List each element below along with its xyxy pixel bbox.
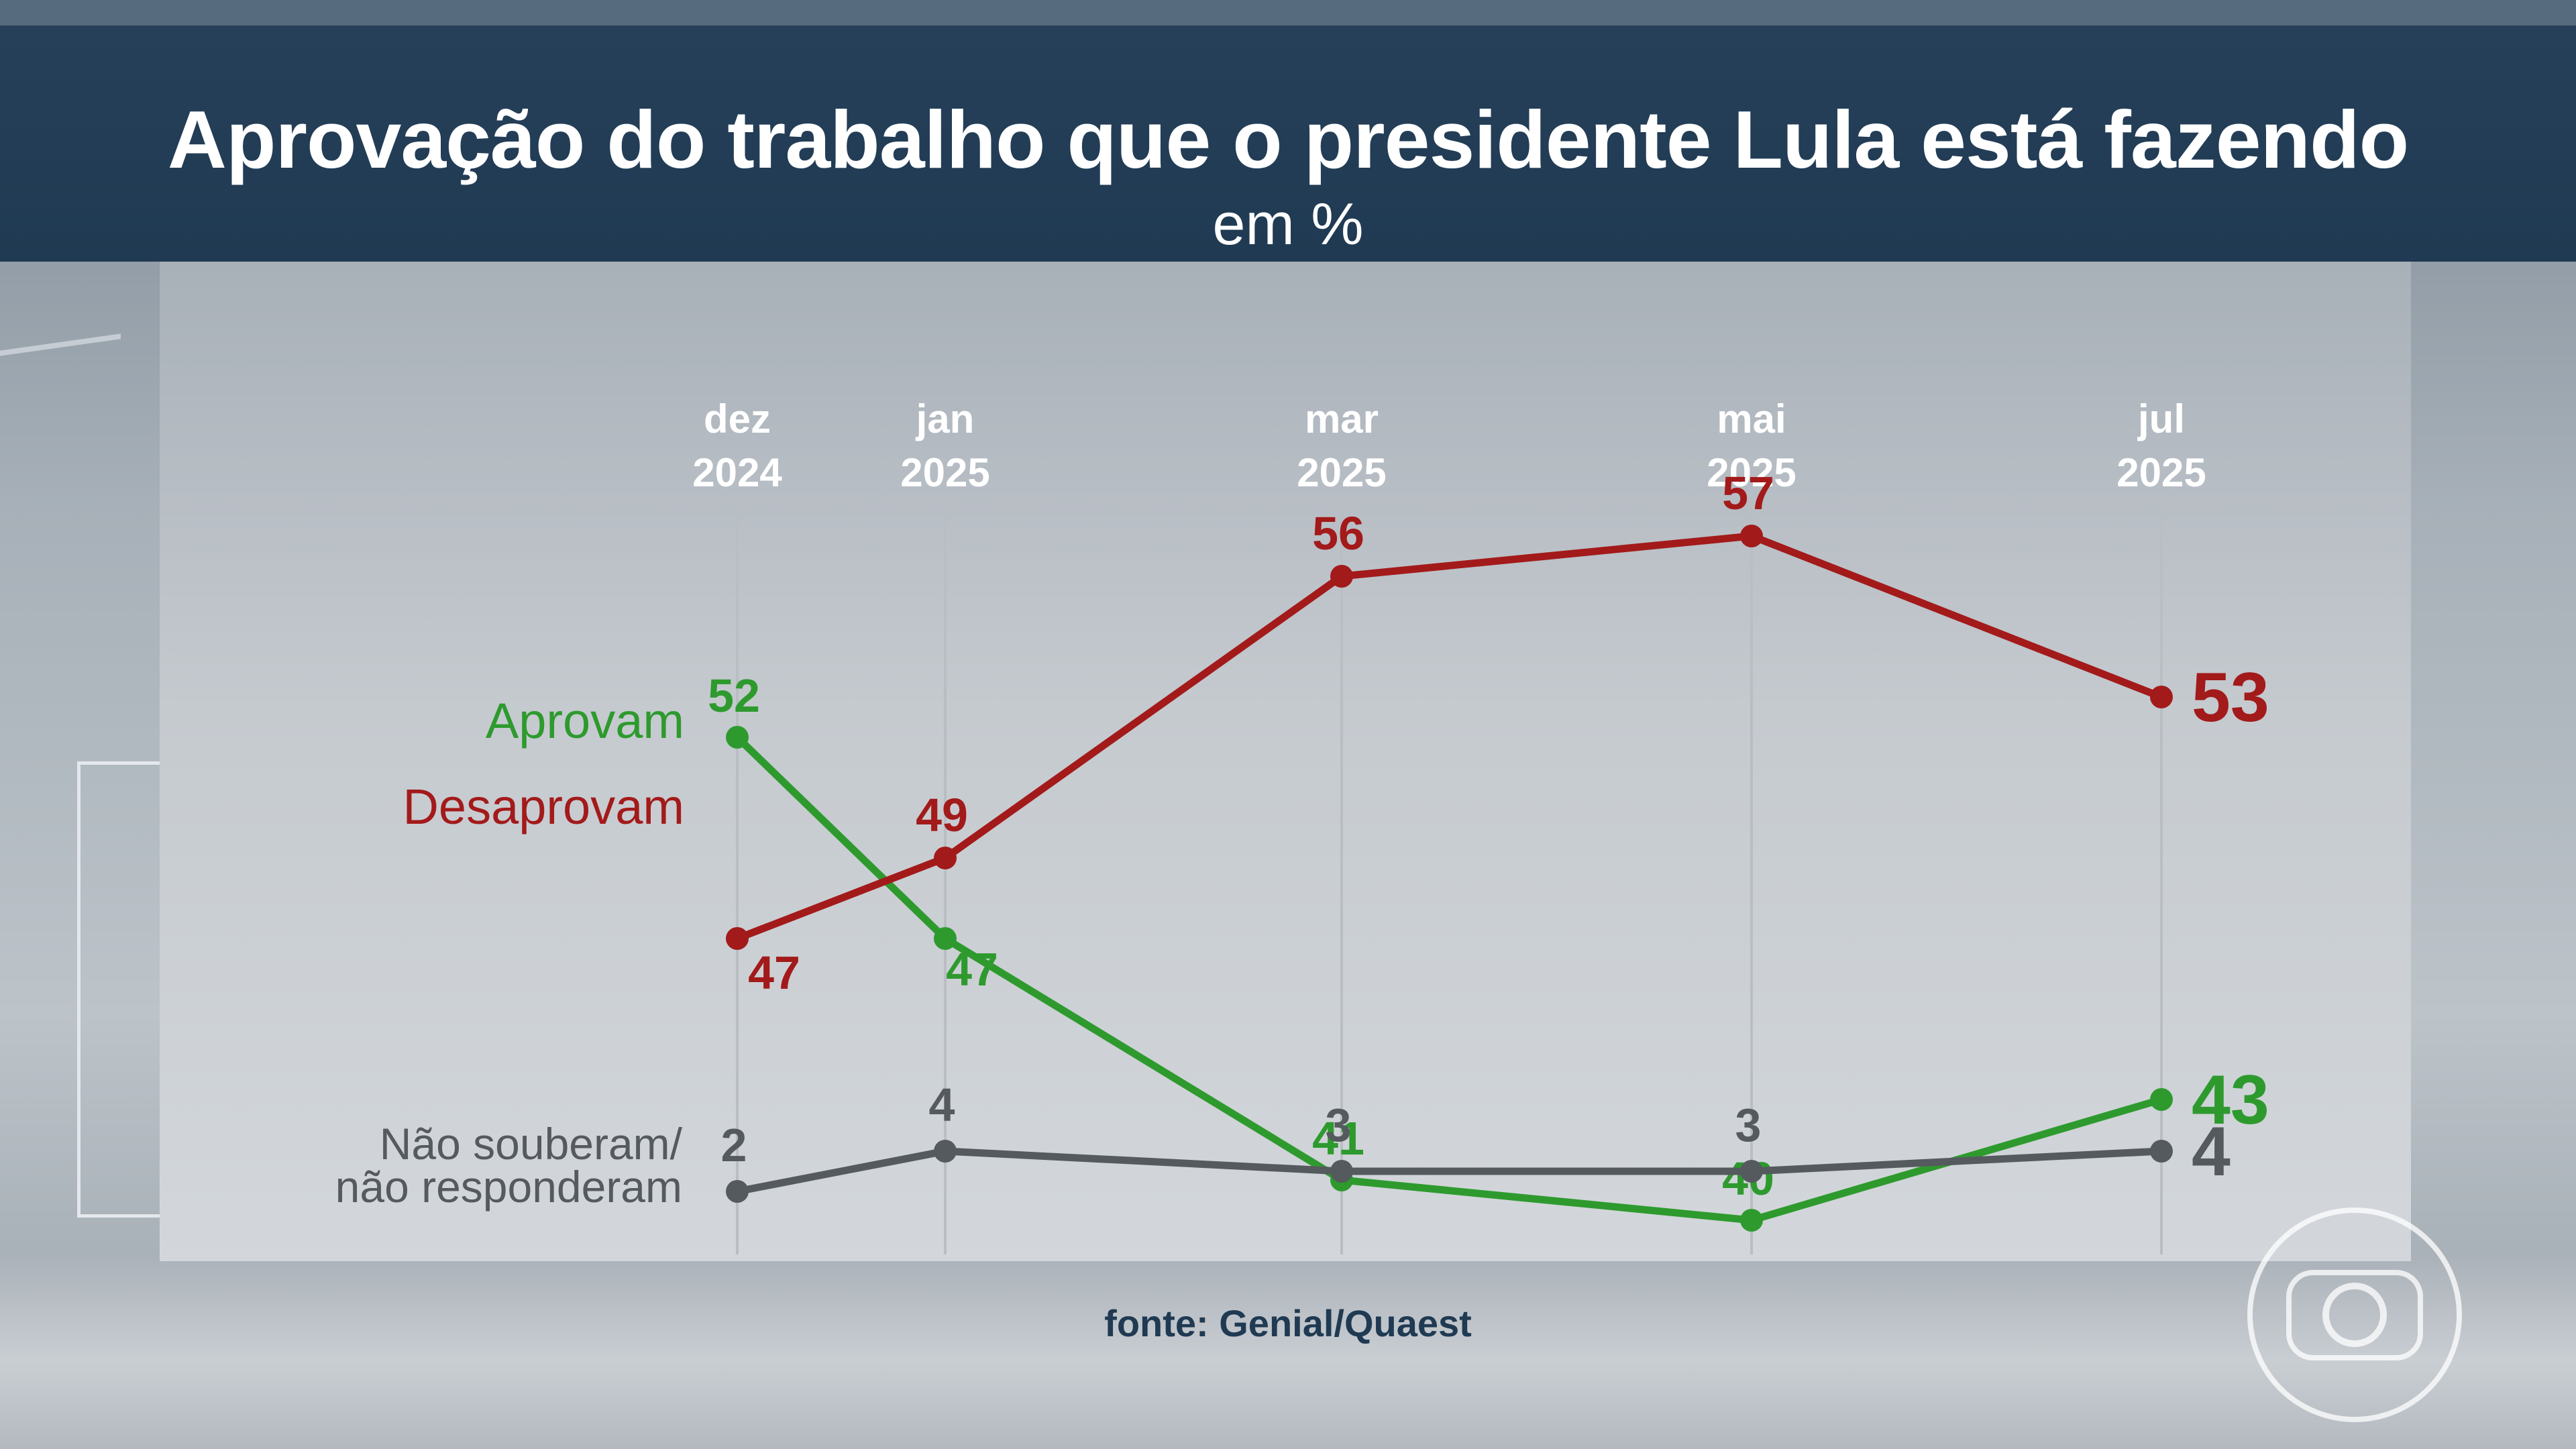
data-point-approve <box>934 927 957 950</box>
data-point-approve <box>2150 1088 2173 1111</box>
data-label-disapprove: 49 <box>916 789 968 841</box>
chart-title: Aprovação do trabalho que o presidente L… <box>167 94 2409 185</box>
series-line-disapprove <box>733 532 2165 943</box>
data-point-disapprove <box>934 847 957 869</box>
data-label-unknown: 3 <box>1326 1099 1352 1151</box>
chart-panel <box>160 262 2411 1261</box>
data-label-unknown: 4 <box>929 1079 955 1131</box>
logo-eye-shape <box>2322 1283 2387 1347</box>
series-label-unknown: Não souberam/não responderam <box>335 1119 683 1212</box>
series-label-disapprove: Desaprovam <box>402 779 684 835</box>
globo-logo-icon <box>2247 1208 2462 1422</box>
x-tick-label: dez 2024 <box>692 396 782 495</box>
x-tick-label: jan 2025 <box>900 396 989 495</box>
studio-floor <box>0 1254 2576 1449</box>
data-label-disapprove: 57 <box>1722 467 1774 519</box>
data-label-final-approve: 43 <box>2192 1061 2269 1139</box>
x-tick-label: mai 2025 <box>1707 396 1796 495</box>
data-point-unknown <box>934 1140 957 1163</box>
data-label-approve: 47 <box>946 943 998 996</box>
x-tick-label: jul 2025 <box>2116 396 2206 495</box>
data-point-unknown <box>1740 1160 1763 1183</box>
data-label-final-disapprove: 53 <box>2192 659 2269 737</box>
data-point-disapprove <box>2150 686 2173 708</box>
decorative-frame <box>77 761 161 1218</box>
series-label-approve: Aprovam <box>486 693 684 749</box>
data-point-approve <box>1740 1209 1763 1232</box>
chart-subtitle: em % <box>1212 191 1364 257</box>
data-label-disapprove: 47 <box>748 947 800 999</box>
header-banner: Aprovação do trabalho que o presidente L… <box>0 0 2576 262</box>
data-label-final-unknown: 4 <box>2192 1113 2231 1191</box>
data-point-disapprove <box>1330 565 1353 588</box>
data-label-unknown: 3 <box>1735 1099 1762 1151</box>
source-label: fonte: Genial/Quaest <box>1104 1302 1472 1344</box>
data-point-approve <box>726 726 749 749</box>
data-label-unknown: 2 <box>721 1119 747 1171</box>
x-tick-label: mar 2025 <box>1297 396 1386 495</box>
data-point-unknown <box>726 1180 749 1203</box>
data-label-approve: 41 <box>1312 1112 1364 1165</box>
data-point-disapprove <box>1740 525 1763 547</box>
data-label-approve: 52 <box>708 669 760 722</box>
logo-screen-shape <box>2286 1270 2423 1360</box>
data-point-disapprove <box>726 927 749 950</box>
data-point-unknown <box>2150 1140 2173 1163</box>
data-label-disapprove: 56 <box>1312 507 1364 559</box>
data-point-unknown <box>1330 1160 1353 1183</box>
